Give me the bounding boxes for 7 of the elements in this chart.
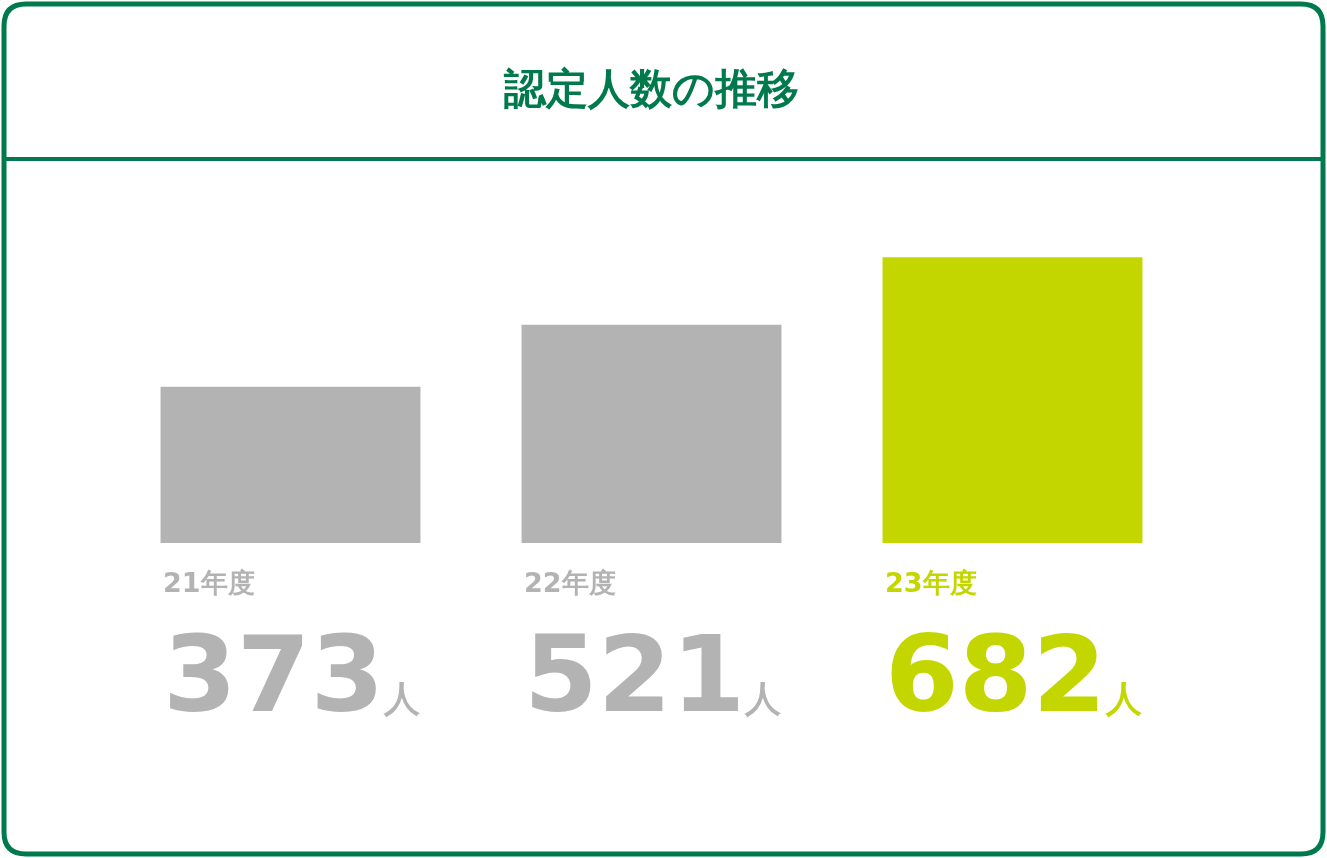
chart-title: 認定人数の推移	[503, 63, 799, 113]
data-label: 373人	[163, 613, 421, 736]
data-label: 521人	[524, 613, 782, 736]
x-tick-label: 23年度	[885, 567, 977, 598]
data-label: 682人	[885, 613, 1143, 736]
x-tick-label: 22年度	[524, 567, 616, 598]
x-tick-label: 21年度	[163, 567, 255, 598]
